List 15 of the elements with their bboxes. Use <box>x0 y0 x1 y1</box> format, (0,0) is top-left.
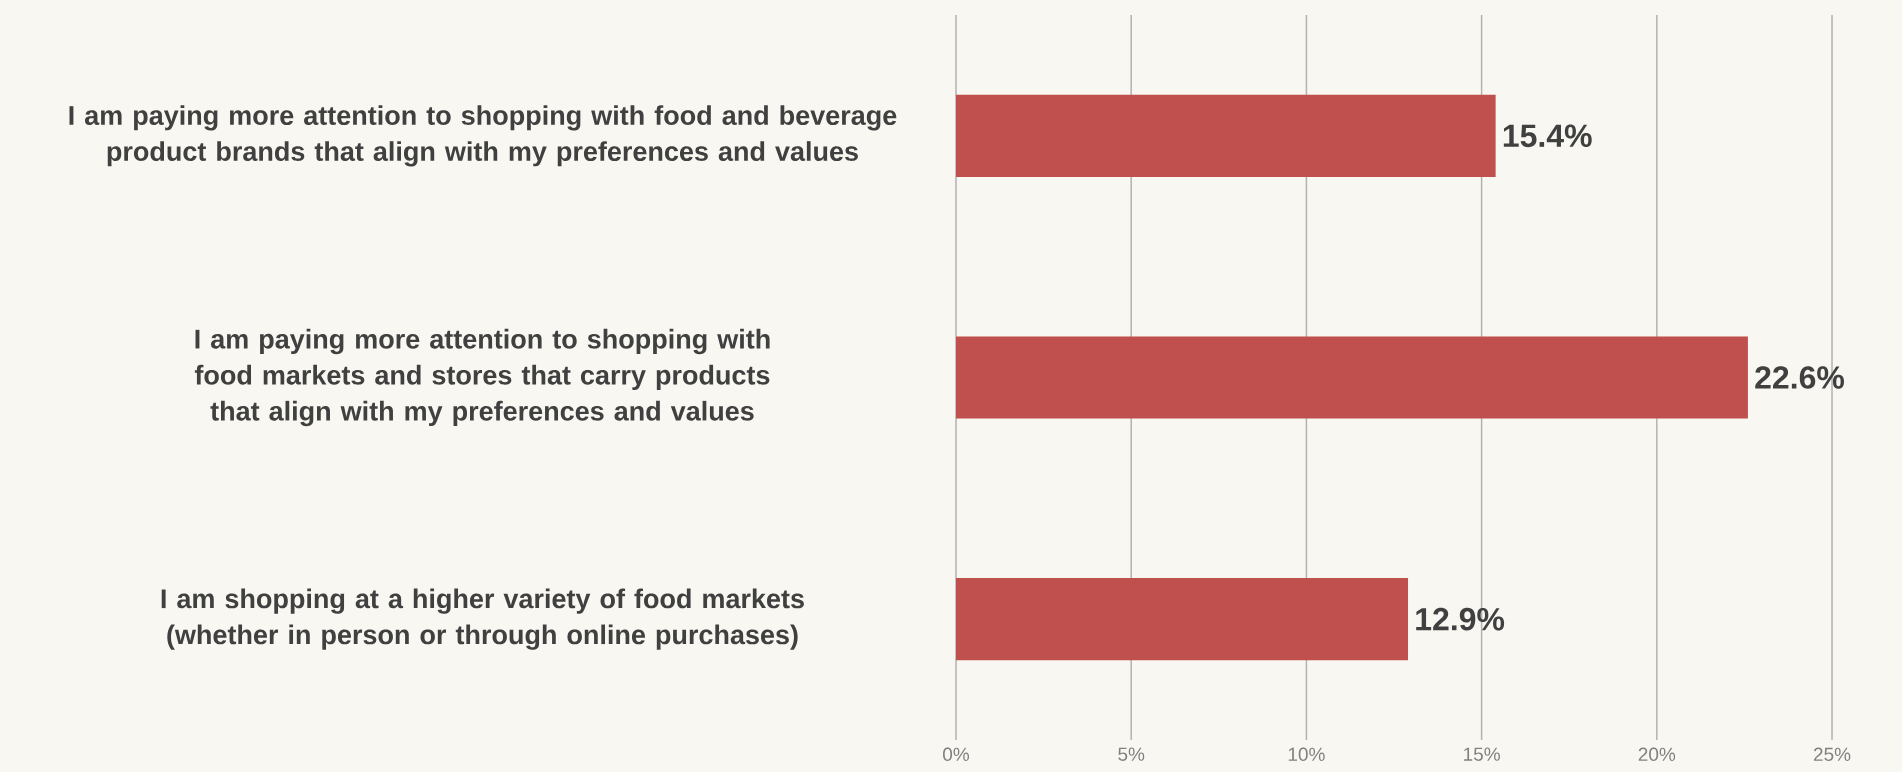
data-label: 12.9% <box>1416 607 1505 631</box>
x-tick-label: 15% <box>1464 747 1500 761</box>
x-tick-label: 25% <box>1813 747 1851 761</box>
x-tick-label: 0% <box>943 747 970 761</box>
y-tick-label: I am paying more attention to shopping with food and beverage product brands that align with my preferences and values <box>69 105 897 167</box>
data-label: 15.4% <box>1503 124 1592 148</box>
data-label: 22.6% <box>1755 366 1844 389</box>
bar <box>956 578 1409 661</box>
x-tick-label: 10% <box>1288 747 1325 761</box>
bar <box>956 336 1748 419</box>
y-tick-label: I am shopping at a higher variety of food markets (whether in person or through online purchases) <box>161 588 804 650</box>
bar <box>956 94 1496 177</box>
x-tick-label: 5% <box>1118 747 1145 761</box>
y-tick-label: I am paying more attention to shopping with food markets and stores that carry products that align with my preferences and values <box>194 328 770 427</box>
x-tick-label: 20% <box>1638 747 1676 761</box>
